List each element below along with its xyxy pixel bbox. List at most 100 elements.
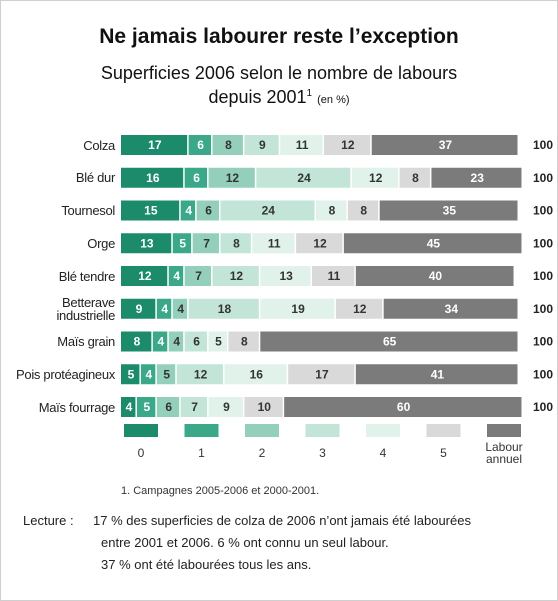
- bar-segment: [208, 397, 243, 417]
- segment-label: 12: [226, 171, 240, 185]
- segment-label: 11: [296, 138, 309, 152]
- segment-label: 4: [173, 335, 180, 349]
- segment-label: 5: [128, 367, 135, 381]
- legend-swatch: [184, 424, 219, 437]
- category-label: Betterave industrielle: [56, 294, 115, 323]
- bar-segment: [136, 397, 156, 417]
- footnote: 1. Campagnes 2005-2006 et 2000-2001.: [121, 485, 320, 497]
- segment-label: 17: [315, 367, 329, 381]
- segment-label: 60: [397, 400, 411, 414]
- legend-swatch: [124, 424, 158, 437]
- segment-label: 4: [185, 204, 192, 218]
- segment-label: 8: [233, 236, 240, 250]
- bar-segment: [184, 266, 212, 286]
- bar-segment: [192, 233, 219, 254]
- segment-label: 19: [291, 302, 305, 316]
- bar-segment: [371, 135, 518, 155]
- total-label: 100: [533, 302, 553, 316]
- bar-segment: [260, 331, 518, 352]
- legend-label: 4: [379, 446, 387, 460]
- segment-label: 9: [223, 400, 230, 414]
- bar-segment: [172, 298, 188, 319]
- legend-label: 2: [258, 446, 266, 460]
- bar-segment: [355, 364, 518, 385]
- segment-label: 8: [134, 335, 141, 349]
- total-label: 100: [533, 236, 553, 250]
- bar-segment: [343, 233, 522, 254]
- bar-segment: [156, 364, 176, 385]
- bar-segment: [280, 135, 323, 155]
- legend-label: Labour annuel: [485, 440, 523, 466]
- bar-segment: [220, 233, 251, 254]
- bar-segment: [121, 135, 188, 155]
- total-label: 100: [533, 171, 553, 185]
- legend-swatch: [245, 424, 279, 437]
- bar-segment: [288, 364, 355, 385]
- segment-label: 4: [161, 302, 168, 316]
- legend-swatch: [426, 424, 461, 437]
- segment-label: 65: [383, 335, 397, 349]
- segment-label: 8: [360, 204, 367, 218]
- bar-segment: [399, 167, 430, 188]
- category-label: Pois protéagineux: [16, 366, 115, 382]
- total-label: 100: [533, 138, 553, 152]
- bar-segment: [212, 266, 259, 286]
- segment-label: 34: [445, 302, 459, 316]
- legend-swatch: [487, 424, 521, 437]
- chart-title: Ne jamais labourer reste l’exception: [99, 25, 459, 48]
- bar-segment: [121, 364, 140, 385]
- lecture-line: 17 % des superficies de colza de 2006 n’…: [93, 513, 471, 528]
- bar-segment: [316, 200, 347, 221]
- segment-label: 12: [341, 138, 355, 152]
- bar-segment: [220, 200, 315, 221]
- bar-segment: [312, 266, 355, 286]
- subtitle-line: depuis 20011 (en %): [1, 87, 557, 108]
- bar-segment: [156, 298, 172, 319]
- segment-label: 6: [165, 400, 172, 414]
- segment-label: 37: [439, 138, 453, 152]
- segment-label: 9: [136, 302, 143, 316]
- bar-segment: [176, 364, 223, 385]
- segment-label: 12: [194, 367, 208, 381]
- bar-segment: [152, 331, 168, 352]
- bar-segment: [121, 200, 180, 221]
- segment-label: 7: [195, 269, 202, 283]
- legend-label: 3: [319, 446, 326, 460]
- segment-label: 5: [179, 236, 186, 250]
- bar-segment: [121, 266, 168, 286]
- segment-label: 12: [313, 236, 327, 250]
- bar-segment: [121, 233, 172, 254]
- segment-label: 17: [148, 138, 162, 152]
- segment-label: 8: [241, 335, 248, 349]
- bar-segment: [156, 397, 180, 417]
- segment-label: 6: [193, 171, 200, 185]
- bar-segment: [121, 167, 184, 188]
- bar-segment: [140, 364, 156, 385]
- subtitle: Superficies 2006 selon le nombre de labo…: [100, 63, 458, 83]
- bar-segment: [121, 331, 152, 352]
- segment-label: 24: [297, 171, 311, 185]
- bar-segment: [355, 266, 514, 286]
- segment-label: 40: [429, 269, 443, 283]
- legend-swatch: [305, 424, 340, 437]
- segment-label: 5: [144, 400, 151, 414]
- total-label: 100: [533, 269, 553, 283]
- bar-segment: [228, 331, 259, 352]
- subtitle-text: depuis 2001: [208, 87, 307, 107]
- category-label: Colza: [83, 137, 115, 153]
- category-label: Tournesol: [61, 203, 115, 218]
- segment-label: 4: [146, 367, 153, 381]
- segment-label: 11: [328, 269, 341, 283]
- segment-label: 12: [353, 302, 367, 316]
- bar-segment: [335, 298, 383, 319]
- segment-label: 12: [369, 171, 383, 185]
- category-label: Maïs fourrage: [38, 399, 116, 415]
- segment-label: 9: [259, 138, 266, 152]
- segment-label: 18: [218, 302, 232, 316]
- segment-label: 24: [262, 204, 276, 218]
- bar-segment: [383, 298, 518, 319]
- legend-swatch: [366, 424, 400, 437]
- bar-segment: [208, 331, 227, 352]
